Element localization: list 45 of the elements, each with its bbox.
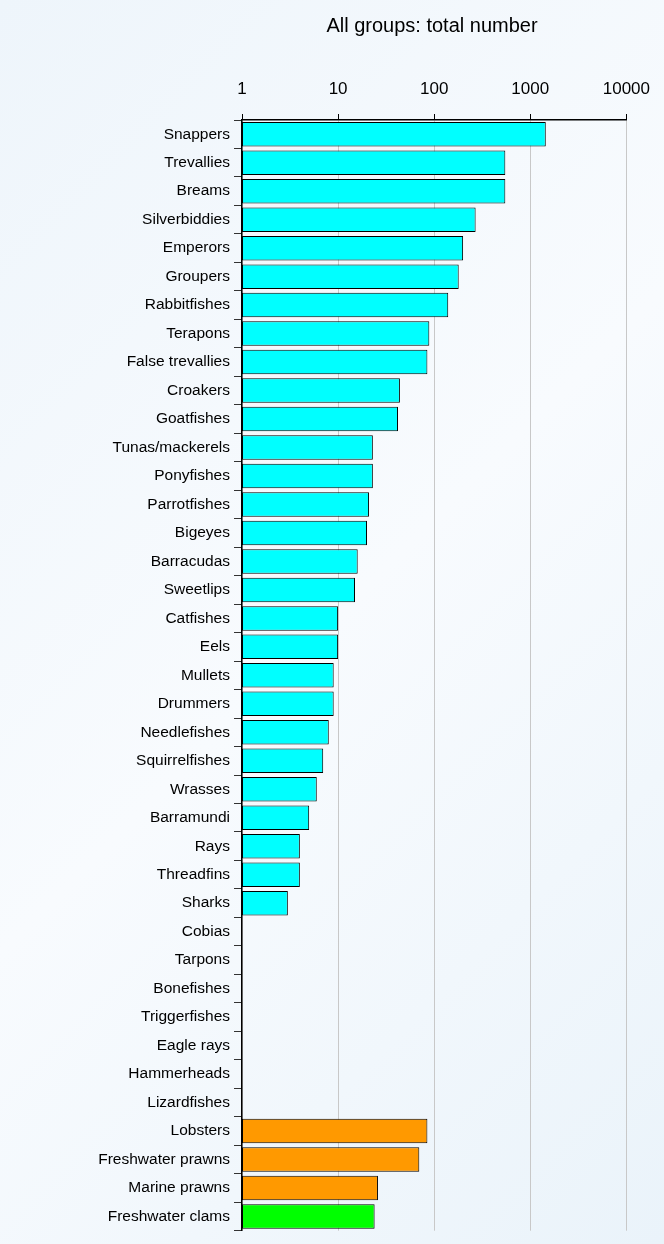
- y-tick-label: Freshwater clams: [107, 1206, 231, 1224]
- x-tick-label: 100: [419, 79, 449, 99]
- y-tick-label: Croakers: [167, 380, 231, 398]
- x-tick-label: 1000: [511, 79, 550, 99]
- y-tick-label: Needlefishes: [140, 722, 231, 740]
- y-tick-label: Emperors: [162, 238, 231, 256]
- y-tick-label: Breams: [176, 181, 231, 199]
- y-tick-label: Lizardfishes: [147, 1092, 231, 1110]
- y-tick-label: Goatfishes: [155, 409, 231, 427]
- y-tick-label: Mullets: [180, 665, 231, 683]
- x-tick-label: 10: [328, 79, 348, 99]
- y-tick-label: Rabbitfishes: [144, 295, 231, 313]
- y-tick-label: Eagle rays: [156, 1035, 231, 1053]
- y-tick-label: Wrasses: [169, 779, 231, 797]
- y-tick-label: Catfishes: [165, 608, 231, 626]
- y-tick-label: False trevallies: [126, 352, 231, 370]
- y-tick-label: Barramundi: [149, 808, 230, 826]
- y-tick-label: Tunas/mackerels: [112, 437, 231, 455]
- y-tick-label: Bigeyes: [174, 523, 231, 541]
- y-tick-label: Barracudas: [150, 551, 231, 569]
- y-tick-label: Triggerfishes: [140, 1007, 231, 1025]
- x-tick-label: 1: [237, 79, 247, 99]
- y-tick-label: Rays: [194, 836, 231, 854]
- chart-title: All groups: total number: [325, 14, 539, 37]
- y-tick-label: Tarpons: [174, 950, 231, 968]
- y-tick-label: Lobsters: [170, 1121, 231, 1139]
- y-tick-label: Squirrelfishes: [136, 751, 231, 769]
- y-tick-label: Eels: [199, 637, 231, 655]
- y-tick-label: Snappers: [163, 124, 231, 142]
- y-tick-label: Threadfins: [156, 864, 231, 882]
- y-tick-label: Sweetlips: [163, 580, 231, 598]
- y-tick-label: Hammerheads: [128, 1064, 231, 1082]
- y-tick-label: Freshwater prawns: [98, 1149, 231, 1167]
- x-tick-label: 10000: [602, 79, 650, 99]
- y-tick-label: Trevallies: [164, 153, 231, 170]
- y-tick-label: Drummers: [157, 694, 231, 712]
- y-tick-label: Marine prawns: [128, 1178, 231, 1196]
- y-tick-label: Terapons: [166, 323, 231, 341]
- y-tick-label: Ponyfishes: [154, 466, 231, 484]
- y-tick-label: Cobias: [181, 921, 231, 939]
- y-tick-label: Groupers: [165, 266, 231, 284]
- y-tick-label: Silverbiddies: [142, 209, 231, 227]
- y-tick-label: Bonefishes: [153, 978, 231, 996]
- y-tick-label: Parrotfishes: [147, 494, 231, 512]
- y-tick-label: Sharks: [181, 893, 231, 911]
